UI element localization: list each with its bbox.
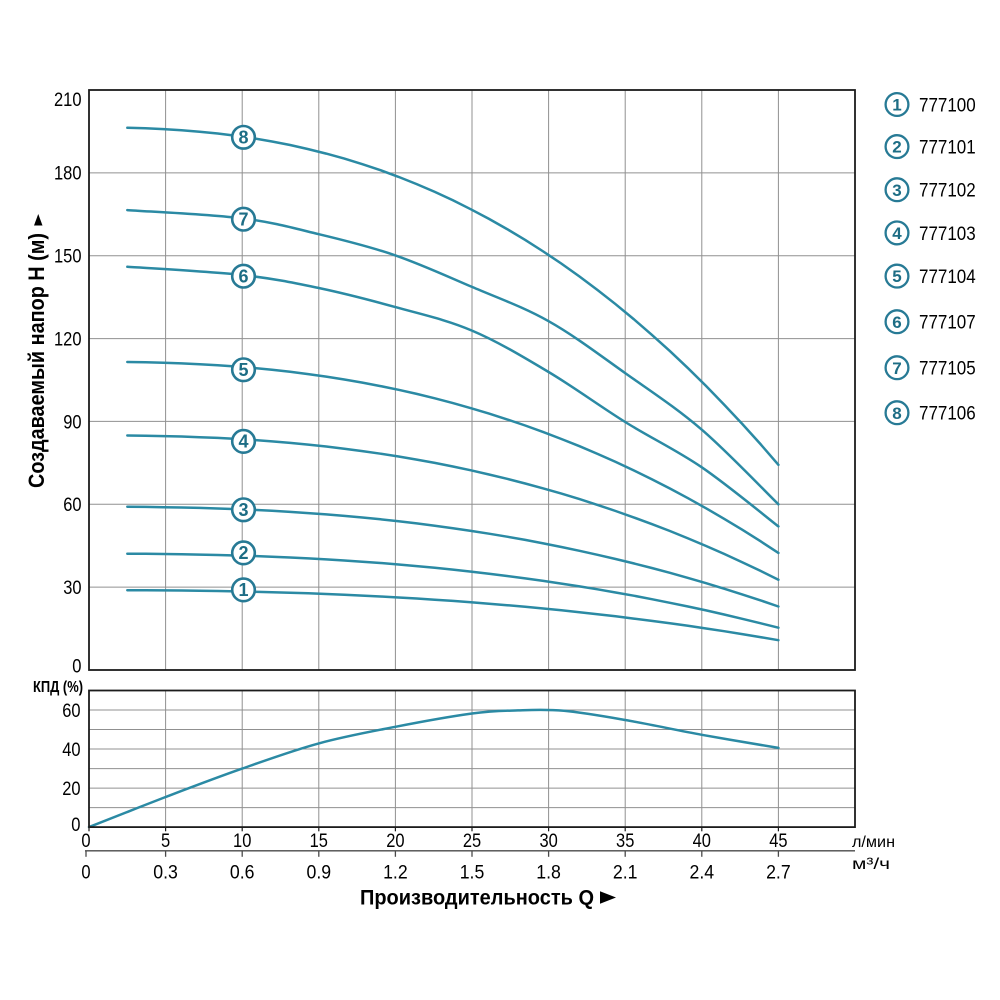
svg-text:90: 90	[63, 412, 81, 433]
svg-text:25: 25	[463, 831, 481, 852]
svg-text:2: 2	[238, 543, 248, 563]
svg-text:60: 60	[63, 495, 81, 516]
svg-text:777105: 777105	[919, 359, 976, 380]
svg-text:7: 7	[892, 359, 901, 378]
svg-text:Производительность Q: Производительность Q	[360, 887, 594, 910]
svg-text:2.1: 2.1	[613, 863, 638, 884]
svg-text:777107: 777107	[919, 313, 976, 334]
svg-text:5: 5	[238, 360, 248, 380]
svg-text:0: 0	[71, 815, 80, 836]
svg-text:20: 20	[62, 779, 80, 800]
svg-text:м³/ч: м³/ч	[852, 856, 890, 873]
svg-text:6: 6	[892, 313, 901, 332]
svg-text:210: 210	[54, 90, 82, 111]
svg-text:35: 35	[616, 831, 634, 852]
svg-text:15: 15	[310, 831, 328, 852]
svg-text:8: 8	[892, 404, 901, 423]
svg-text:20: 20	[386, 831, 404, 852]
svg-text:1: 1	[238, 580, 248, 600]
svg-text:777101: 777101	[919, 138, 976, 159]
svg-text:5: 5	[161, 831, 170, 852]
svg-text:150: 150	[54, 247, 82, 268]
svg-text:2: 2	[892, 138, 901, 157]
svg-text:777104: 777104	[919, 267, 976, 288]
svg-text:60: 60	[62, 701, 80, 722]
svg-text:4: 4	[238, 432, 248, 452]
svg-text:5: 5	[892, 267, 901, 286]
svg-text:4: 4	[892, 224, 902, 243]
svg-text:120: 120	[54, 329, 82, 350]
svg-text:3: 3	[892, 181, 901, 200]
svg-text:0: 0	[81, 831, 90, 852]
svg-text:л/мин: л/мин	[852, 834, 895, 851]
svg-text:777100: 777100	[919, 95, 976, 116]
svg-text:2.4: 2.4	[690, 863, 715, 884]
svg-text:777102: 777102	[919, 181, 976, 202]
svg-text:10: 10	[233, 831, 251, 852]
svg-text:8: 8	[238, 128, 248, 148]
svg-text:6: 6	[238, 266, 248, 286]
svg-text:1.2: 1.2	[383, 863, 408, 884]
svg-text:Создаваемый напор Н (м): Создаваемый напор Н (м)	[24, 233, 49, 488]
svg-text:1.5: 1.5	[460, 863, 485, 884]
svg-text:1: 1	[892, 96, 901, 115]
svg-text:0: 0	[72, 657, 81, 678]
svg-text:0.3: 0.3	[153, 863, 178, 884]
svg-text:7: 7	[238, 209, 248, 229]
svg-text:30: 30	[539, 831, 557, 852]
svg-text:3: 3	[238, 500, 248, 520]
svg-text:2.7: 2.7	[766, 863, 791, 884]
svg-text:0.6: 0.6	[230, 863, 255, 884]
svg-text:КПД (%): КПД (%)	[33, 679, 83, 696]
svg-text:0: 0	[81, 863, 90, 884]
svg-text:40: 40	[693, 831, 711, 852]
svg-text:1.8: 1.8	[536, 863, 561, 884]
svg-text:45: 45	[769, 831, 787, 852]
svg-text:30: 30	[63, 578, 81, 599]
svg-text:0.9: 0.9	[307, 863, 332, 884]
svg-text:40: 40	[62, 740, 80, 761]
svg-text:777103: 777103	[919, 224, 976, 245]
svg-text:180: 180	[54, 164, 82, 185]
svg-text:777106: 777106	[919, 404, 976, 425]
